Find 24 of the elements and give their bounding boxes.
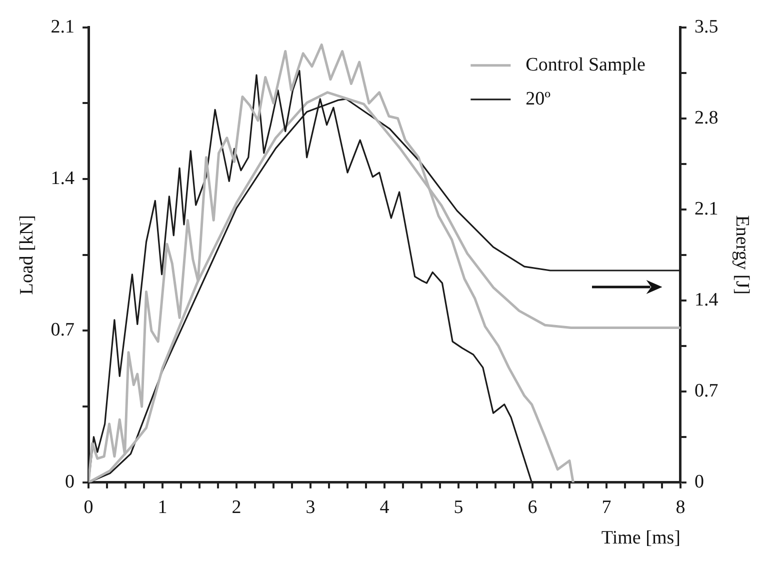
- x-tick-label: 3: [306, 496, 316, 518]
- x-axis-title: Time [ms]: [601, 528, 680, 549]
- y-tick-label: 0.7: [50, 320, 75, 341]
- x-tick-label: 4: [380, 496, 390, 518]
- y-axis-title: Load [kN]: [16, 215, 38, 295]
- y2-tick-label: 2.8: [694, 107, 718, 128]
- y2-tick-label: 3.5: [694, 16, 718, 38]
- y2-tick-label: 2.1: [694, 198, 718, 220]
- x-tick-label: 6: [528, 496, 538, 518]
- x-tick-label: 0: [84, 496, 94, 518]
- y2-tick-label: 0.7: [694, 380, 718, 402]
- legend-label: 20º: [526, 88, 551, 110]
- y2-axis-title: Energy [J]: [732, 215, 753, 295]
- y-tick-label: 0: [65, 471, 75, 492]
- x-tick-label: 8: [676, 496, 686, 518]
- x-tick-label: 1: [158, 496, 168, 518]
- x-tick-label: 7: [602, 496, 612, 518]
- x-tick-label: 2: [232, 496, 242, 518]
- y2-tick-label: 0: [694, 471, 704, 492]
- y2-tick-label: 1.4: [694, 289, 719, 310]
- y-tick-label: 2.1: [50, 16, 75, 38]
- y-tick-label: 1.4: [50, 168, 76, 190]
- legend-label: Control Sample: [526, 54, 646, 76]
- x-tick-label: 5: [454, 496, 464, 518]
